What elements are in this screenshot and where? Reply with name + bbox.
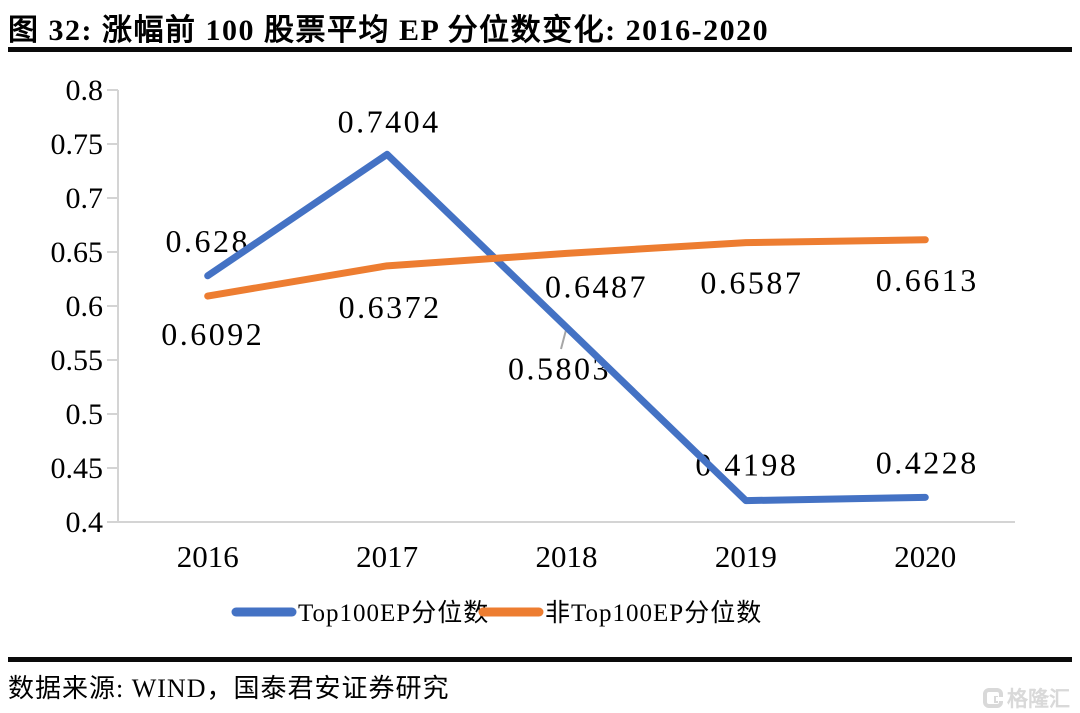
data-label-top100-2020: 0.4228 (876, 444, 979, 480)
legend-label-nontop100: 非Top100EP分位数 (545, 599, 762, 627)
x-tick-label: 2016 (177, 539, 239, 574)
footer-divider (8, 657, 1072, 662)
y-tick-label: 0.8 (66, 74, 104, 107)
y-tick-label: 0.6 (66, 290, 104, 323)
y-tick-label: 0.45 (51, 452, 104, 485)
series-line-nontop100 (204, 236, 929, 300)
chart-title: 图 32: 涨幅前 100 股票平均 EP 分位数变化: 2016-2020 (8, 14, 770, 47)
y-tick-label: 0.5 (66, 398, 104, 431)
data-label-nontop100-2019: 0.6587 (700, 265, 803, 301)
data-source: 数据来源: WIND，国泰君安证券研究 (8, 674, 450, 703)
x-tick-label: 2020 (894, 539, 956, 574)
y-tick-label: 0.65 (51, 236, 104, 269)
watermark-logo: 格隆汇 (983, 683, 1070, 713)
watermark-text: 格隆汇 (1007, 688, 1070, 711)
label-leader-line (560, 329, 567, 350)
data-label-nontop100-2016: 0.6092 (161, 316, 264, 352)
data-label-nontop100-2020: 0.6613 (876, 262, 979, 298)
x-tick-label: 2019 (715, 539, 777, 574)
title-divider (8, 47, 1072, 52)
x-tick-label: 2017 (356, 539, 418, 574)
y-tick-label: 0.7 (66, 182, 104, 215)
data-label-top100-2017: 0.7404 (338, 103, 441, 139)
x-tick-label: 2018 (536, 539, 598, 574)
legend-label-top100: Top100EP分位数 (298, 599, 489, 627)
data-label-top100-2016: 0.628 (165, 223, 250, 259)
y-tick-label: 0.55 (51, 344, 104, 377)
y-tick-label: 0.75 (51, 128, 104, 161)
gelonghui-icon (983, 688, 1003, 708)
series-line-top100 (204, 150, 929, 505)
y-tick-label: 0.4 (66, 506, 104, 539)
data-label-nontop100-2017: 0.6372 (339, 289, 442, 325)
data-label-nontop100-2018: 0.6487 (545, 268, 648, 304)
